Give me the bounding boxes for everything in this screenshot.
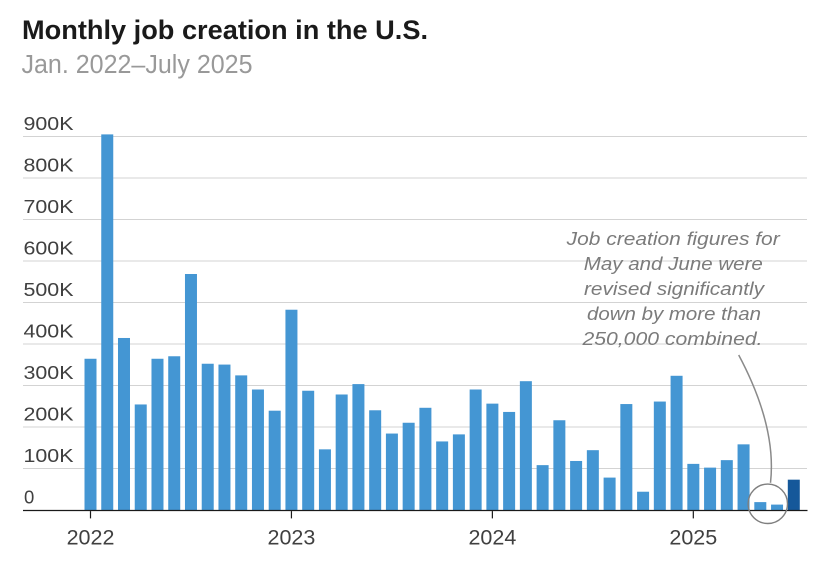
svg-text:2022: 2022 — [67, 526, 115, 550]
svg-text:Jan. 2022–July 2025: Jan. 2022–July 2025 — [22, 51, 253, 79]
svg-text:100K: 100K — [24, 445, 75, 466]
svg-text:Job creation figures for: Job creation figures for — [566, 228, 781, 249]
svg-text:200K: 200K — [24, 404, 75, 425]
svg-text:2025: 2025 — [669, 526, 717, 550]
svg-text:300K: 300K — [24, 362, 75, 383]
svg-text:900K: 900K — [24, 113, 75, 134]
svg-text:700K: 700K — [24, 196, 75, 217]
svg-text:2023: 2023 — [268, 526, 316, 550]
svg-text:revised significantly: revised significantly — [584, 278, 766, 299]
svg-text:down by more than: down by more than — [587, 303, 761, 324]
svg-text:250,000 combined.: 250,000 combined. — [581, 328, 762, 349]
svg-text:500K: 500K — [24, 279, 75, 300]
svg-text:0: 0 — [24, 487, 34, 508]
svg-text:400K: 400K — [24, 321, 75, 342]
svg-text:May and June were: May and June were — [584, 253, 763, 274]
svg-text:800K: 800K — [24, 155, 75, 176]
svg-text:2024: 2024 — [468, 526, 516, 550]
svg-text:Monthly job creation in the U.: Monthly job creation in the U.S. — [22, 15, 428, 45]
svg-text:600K: 600K — [24, 238, 75, 259]
